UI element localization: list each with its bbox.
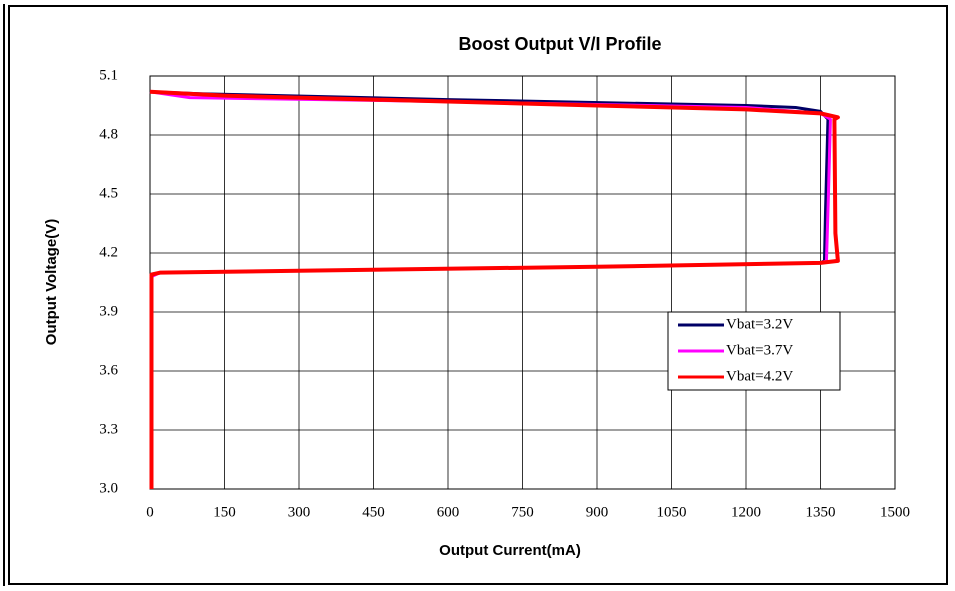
x-tick-label: 0 (146, 504, 154, 520)
x-tick-label: 1500 (880, 504, 910, 520)
y-axis-label: Output Voltage(V) (43, 219, 60, 345)
y-tick-label: 3.6 (99, 362, 118, 378)
x-tick-label: 1350 (806, 504, 836, 520)
x-tick-label: 300 (288, 504, 311, 520)
series-line (149, 89, 840, 489)
y-tick-label: 4.2 (99, 244, 118, 260)
x-tick-label: 1200 (731, 504, 761, 520)
x-axis-label: Output Current(mA) (439, 542, 581, 559)
y-tick-label: 3.9 (99, 303, 118, 319)
series-line (149, 90, 830, 489)
frame (8, 5, 948, 585)
legend-label: Vbat=3.2V (726, 316, 793, 332)
series-line (149, 90, 832, 489)
x-tick-label: 900 (586, 504, 609, 520)
legend-label: Vbat=3.7V (726, 342, 793, 358)
legend-label: Vbat=4.2V (726, 368, 793, 384)
x-tick-label: 600 (437, 504, 460, 520)
y-tick-label: 3.3 (99, 421, 118, 437)
x-tick-label: 1050 (657, 504, 687, 520)
x-tick-label: 750 (511, 504, 534, 520)
y-tick-label: 4.8 (99, 126, 118, 142)
chart-title: Boost Output V/I Profile (459, 34, 662, 54)
x-tick-label: 150 (213, 504, 236, 520)
y-tick-label: 4.5 (99, 185, 118, 201)
x-tick-label: 450 (362, 504, 385, 520)
y-tick-label: 5.1 (99, 67, 118, 83)
y-tick-label: 3.0 (99, 480, 118, 496)
